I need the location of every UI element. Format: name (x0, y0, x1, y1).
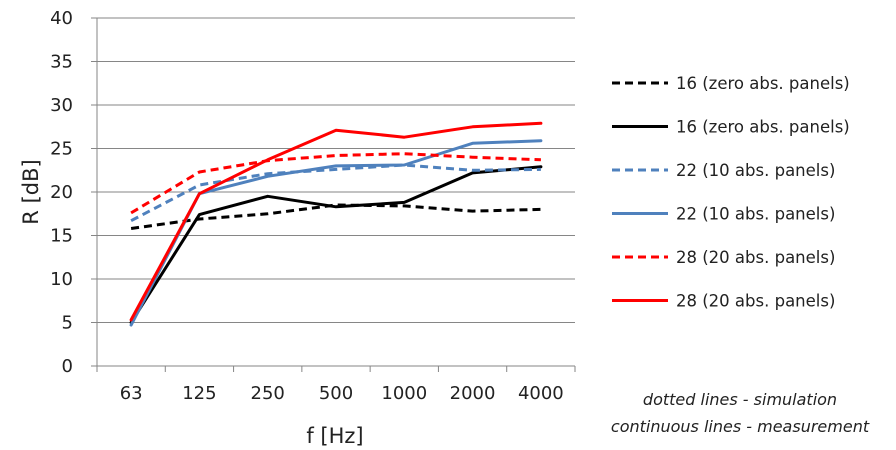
series-line (130, 163, 541, 223)
y-tick-label: 20 (50, 182, 73, 203)
y-tick-label: 10 (50, 269, 73, 290)
x-tick-label: 125 (182, 383, 216, 404)
y-tick-label: 35 (50, 52, 73, 73)
series-line (129, 165, 543, 324)
series-line (130, 203, 541, 230)
series-line (129, 121, 543, 322)
note-measurement: continuous lines - measurement (611, 417, 870, 436)
x-tick-label: 4000 (518, 383, 564, 404)
legend-label: 16 (zero abs. panels) (676, 118, 850, 137)
x-tick-label: 2000 (450, 383, 496, 404)
legend-label: 22 (10 abs. panels) (676, 205, 835, 224)
y-tick-label: 15 (50, 226, 73, 247)
legend-label: 22 (10 abs. panels) (676, 161, 835, 180)
axis-layer: R [dB] f [Hz] 0 5 10 15 20 25 30 35 40 63 125 250 50… (19, 8, 576, 448)
y-tick-label: 0 (62, 356, 73, 377)
series-layer (129, 121, 543, 327)
series-line (130, 152, 541, 215)
legend-label: 28 (20 abs. panels) (676, 248, 835, 267)
x-tick-label: 250 (251, 383, 285, 404)
note-simulation: dotted lines - simulation (643, 390, 837, 409)
x-tick-label: 63 (120, 383, 143, 404)
legend-label: 28 (20 abs. panels) (676, 292, 835, 311)
legend-label: 16 (zero abs. panels) (676, 74, 850, 93)
x-tick-label: 500 (319, 383, 353, 404)
legend: 16 (zero abs. panels) 16 (zero abs. panel… (612, 74, 850, 311)
x-tick-label: 1000 (381, 383, 427, 404)
y-tick-label: 5 (62, 313, 73, 334)
y-axis-title: R [dB] (19, 159, 43, 224)
y-tick-label: 40 (50, 8, 73, 29)
x-axis-title: f [Hz] (306, 424, 363, 448)
notes: dotted lines - simulation continuous lin… (611, 390, 870, 436)
y-tick-label: 30 (50, 95, 73, 116)
y-tick-label: 25 (50, 139, 73, 160)
